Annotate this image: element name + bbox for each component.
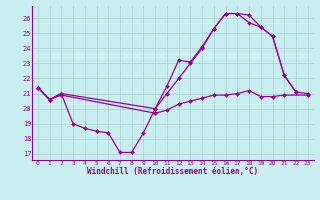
X-axis label: Windchill (Refroidissement éolien,°C): Windchill (Refroidissement éolien,°C): [87, 167, 258, 176]
